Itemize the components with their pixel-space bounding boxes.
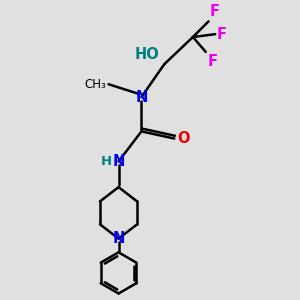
Text: HO: HO bbox=[134, 47, 159, 62]
Text: H: H bbox=[101, 155, 112, 168]
Text: N: N bbox=[112, 231, 125, 246]
Text: N: N bbox=[135, 90, 148, 105]
Text: CH₃: CH₃ bbox=[85, 78, 106, 91]
Text: O: O bbox=[177, 131, 190, 146]
Text: N: N bbox=[112, 154, 125, 169]
Text: F: F bbox=[217, 27, 227, 42]
Text: F: F bbox=[210, 4, 220, 19]
Text: F: F bbox=[207, 54, 217, 69]
